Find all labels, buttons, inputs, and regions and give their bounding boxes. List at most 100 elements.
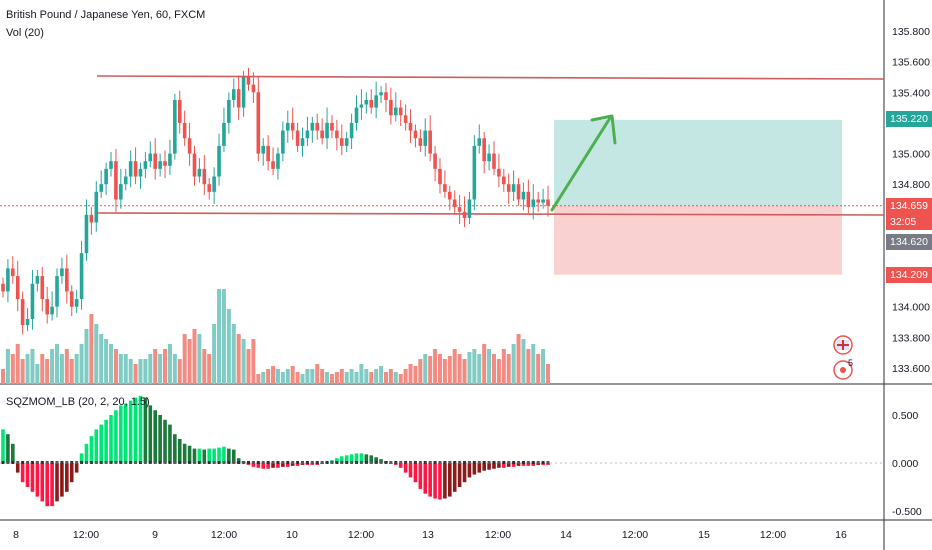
squeeze-dot (453, 461, 457, 464)
momentum-bar (344, 455, 349, 463)
time-tick-label: 15 (698, 529, 710, 541)
candle-body (546, 199, 550, 206)
squeeze-dot (359, 461, 363, 464)
momentum-bar (231, 449, 236, 463)
volume-bar (113, 349, 118, 384)
squeeze-dot (409, 461, 413, 464)
momentum-bar (197, 448, 202, 463)
candle-body (531, 199, 536, 208)
squeeze-dot (104, 461, 108, 464)
squeeze-dot (212, 461, 216, 464)
momentum-bar (349, 454, 354, 463)
squeeze-dot (433, 461, 437, 464)
volume-bar (305, 369, 310, 384)
volume-bar (79, 344, 84, 384)
squeeze-dot (256, 461, 260, 464)
symbol-title: British Pound / Japanese Yen, 60, FXCM (6, 9, 206, 21)
candle-body (276, 153, 280, 169)
volume-bar (123, 354, 128, 384)
momentum-bar (148, 405, 153, 463)
squeeze-dot (497, 461, 501, 464)
momentum-bar (133, 397, 138, 463)
candle-body (448, 191, 452, 200)
candle-body (192, 153, 197, 177)
candle-body (20, 299, 25, 326)
momentum-bar (6, 434, 10, 463)
candle-body (384, 92, 388, 100)
squeeze-dot (463, 461, 467, 464)
squeeze-dot (517, 461, 521, 464)
volume-bar (531, 344, 536, 384)
price-tick-label: 133.800 (892, 332, 930, 344)
flag-uk-icon[interactable] (833, 335, 853, 355)
squeeze-dot (35, 461, 39, 464)
squeeze-dot (30, 461, 34, 464)
volume-bar (320, 369, 325, 384)
momentum-bar (403, 463, 408, 473)
candle-body (330, 122, 334, 131)
indicator-tick-label: 0.500 (892, 410, 918, 422)
squeeze-dot (16, 461, 20, 464)
volume-bar (442, 359, 447, 384)
squeeze-dot (310, 461, 314, 464)
squeeze-dot (443, 461, 447, 464)
candle-body (467, 199, 472, 218)
candle-body (45, 299, 49, 315)
candle-body (290, 122, 295, 131)
momentum-bar (192, 448, 197, 463)
squeeze-dot (65, 461, 69, 464)
volume-bar (266, 369, 271, 384)
squeeze-dot (305, 461, 309, 464)
squeeze-dot (477, 461, 481, 464)
volume-bar (104, 339, 109, 384)
squeeze-dot (379, 461, 383, 464)
momentum-bar (212, 448, 216, 463)
squeeze-dot (84, 461, 88, 464)
alert-count-icon[interactable]: 5 (833, 358, 853, 380)
volume-bar (143, 359, 148, 384)
volume-bar (295, 372, 300, 384)
volume-bar (408, 364, 413, 384)
squeeze-dot (261, 461, 265, 464)
momentum-bar (128, 400, 133, 463)
volume-bar (496, 359, 501, 384)
volume-bar (364, 369, 369, 384)
squeeze-dot (512, 461, 516, 464)
squeeze-dot (369, 461, 373, 464)
volume-bar (202, 349, 207, 384)
momentum-bar (256, 463, 261, 468)
candle-body (271, 161, 275, 169)
momentum-bar (207, 448, 212, 463)
candle-body (482, 138, 486, 162)
candle-body (227, 99, 231, 123)
squeeze-dot (286, 461, 290, 464)
candle-body (236, 89, 241, 108)
momentum-bar (276, 463, 280, 468)
price-tick-label: 134.800 (892, 179, 930, 191)
momentum-bar (281, 463, 285, 467)
momentum-bar (359, 453, 364, 463)
volume-bar (84, 329, 89, 384)
momentum-bar (448, 463, 452, 497)
candle-body (168, 153, 172, 166)
momentum-bar (104, 419, 108, 463)
candle-body (364, 99, 369, 105)
momentum-bar (84, 443, 89, 463)
squeeze-dot (119, 461, 123, 464)
candle-body (506, 184, 511, 192)
volume-bar (280, 372, 285, 384)
volume-bar (374, 369, 379, 384)
price-tick-label: 133.600 (892, 363, 930, 375)
candle-body (173, 99, 177, 154)
momentum-bar (506, 463, 511, 467)
time-tick-label: 13 (422, 529, 434, 541)
candle-body (285, 122, 290, 131)
volume-bar (418, 359, 423, 384)
volume-bar (506, 354, 511, 384)
squeeze-dot (492, 461, 496, 464)
candle-body (187, 138, 192, 154)
candle-body (502, 176, 506, 185)
candle-body (40, 276, 45, 300)
volume-bar (251, 339, 256, 384)
